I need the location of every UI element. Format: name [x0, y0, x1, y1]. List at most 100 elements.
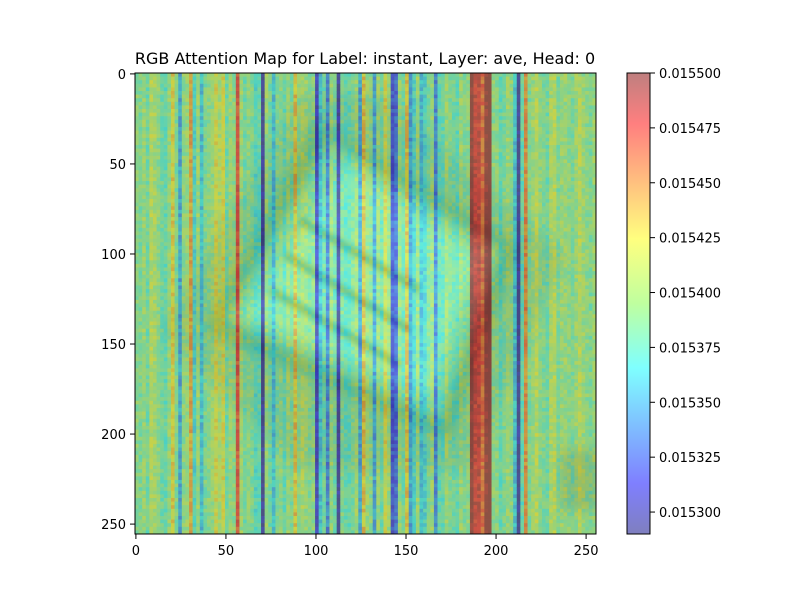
- heatmap-cell: [156, 195, 161, 200]
- heatmap-cell: [253, 289, 258, 293]
- heatmap-cell: [261, 145, 265, 149]
- heatmap-cell: [214, 368, 219, 373]
- heatmap-cell: [271, 332, 276, 337]
- heatmap-cell: [228, 483, 233, 488]
- heatmap-cell: [138, 494, 143, 499]
- heatmap-cell: [156, 281, 161, 286]
- heatmap-cell: [160, 343, 165, 348]
- heatmap-cell: [135, 508, 139, 513]
- heatmap-cell: [192, 436, 197, 441]
- heatmap-cell: [214, 91, 219, 95]
- heatmap-cell: [232, 213, 237, 218]
- heatmap-cell: [149, 80, 154, 85]
- heatmap-cell: [221, 429, 226, 434]
- heatmap-cell: [163, 303, 168, 308]
- heatmap-cell: [210, 155, 215, 160]
- heatmap-cell: [199, 353, 204, 358]
- heatmap-cell: [261, 274, 265, 279]
- heatmap-cell: [167, 411, 172, 416]
- heatmap-cell: [181, 483, 186, 488]
- heatmap-cell: [178, 209, 183, 214]
- heatmap-cell: [192, 130, 197, 135]
- heatmap-cell: [189, 285, 193, 290]
- heatmap-cell: [174, 508, 179, 513]
- heatmap-cell: [207, 173, 211, 178]
- heatmap-cell: [153, 407, 157, 412]
- heatmap-cell: [174, 98, 179, 103]
- heatmap-cell: [178, 386, 183, 391]
- heatmap-cell: [217, 458, 222, 463]
- heatmap-cell: [192, 173, 197, 178]
- heatmap-cell: [178, 497, 183, 502]
- heatmap-cell: [181, 350, 186, 355]
- heatmap-cell: [142, 501, 147, 506]
- heatmap-cell: [167, 479, 172, 484]
- heatmap-cell: [163, 307, 168, 311]
- heatmap-cell: [160, 177, 165, 182]
- heatmap-cell: [171, 526, 175, 531]
- heatmap-cell: [171, 393, 175, 398]
- heatmap-cell: [160, 497, 165, 502]
- heatmap-cell: [142, 256, 147, 261]
- heatmap-cell: [214, 177, 219, 182]
- heatmap-cell: [214, 109, 219, 113]
- heatmap-cell: [167, 465, 172, 470]
- heatmap-cell: [217, 116, 222, 121]
- heatmap-cell: [156, 101, 161, 106]
- heatmap-cell: [171, 253, 175, 257]
- heatmap-cell: [160, 523, 165, 528]
- heatmap-cell: [138, 188, 143, 193]
- heatmap-cell: [142, 188, 147, 193]
- heatmap-cell: [156, 296, 161, 301]
- heatmap-cell: [250, 238, 255, 243]
- heatmap-cell: [167, 177, 172, 182]
- heatmap-cell: [185, 523, 190, 528]
- heatmap-cell: [178, 145, 183, 149]
- heatmap-cell: [228, 91, 233, 95]
- heatmap-cell: [239, 397, 244, 402]
- heatmap-cell: [135, 206, 139, 211]
- heatmap-cell: [235, 508, 240, 513]
- heatmap-cell: [153, 231, 157, 236]
- heatmap-cell: [261, 191, 265, 196]
- heatmap-cell: [160, 83, 165, 88]
- heatmap-cell: [225, 119, 229, 124]
- heatmap-cell: [199, 461, 204, 466]
- heatmap-cell: [268, 451, 273, 456]
- heatmap-cell: [171, 278, 175, 283]
- heatmap-cell: [207, 148, 211, 153]
- heatmap-cell: [153, 177, 157, 182]
- heatmap-cell: [271, 382, 276, 387]
- heatmap-cell: [135, 393, 139, 398]
- heatmap-cell: [207, 217, 211, 221]
- heatmap-cell: [225, 339, 229, 344]
- heatmap-cell: [153, 80, 157, 85]
- heatmap-cell: [138, 271, 143, 275]
- heatmap-cell: [149, 501, 154, 506]
- heatmap-cell: [264, 296, 269, 301]
- heatmap-cell: [192, 231, 197, 236]
- heatmap-cell: [243, 98, 247, 103]
- heatmap-cell: [225, 184, 229, 189]
- heatmap-cell: [235, 267, 240, 272]
- heatmap-cell: [145, 433, 150, 438]
- heatmap-cell: [142, 307, 147, 311]
- heatmap-cell: [207, 109, 211, 113]
- heatmap-cell: [163, 289, 168, 293]
- heatmap-cell: [257, 76, 262, 81]
- heatmap-cell: [138, 465, 143, 470]
- heatmap-cell: [232, 389, 237, 394]
- heatmap-cell: [253, 393, 258, 398]
- heatmap-cell: [138, 512, 143, 517]
- heatmap-cell: [199, 206, 204, 211]
- heatmap-cell: [192, 249, 197, 254]
- heatmap-cell: [185, 242, 190, 247]
- heatmap-cell: [163, 195, 168, 200]
- heatmap-cell: [174, 94, 179, 99]
- heatmap-cell: [250, 397, 255, 402]
- heatmap-cell: [228, 411, 233, 416]
- heatmap-cell: [149, 76, 154, 81]
- heatmap-cell: [243, 141, 247, 146]
- heatmap-cell: [264, 227, 269, 232]
- heatmap-cell: [271, 404, 276, 409]
